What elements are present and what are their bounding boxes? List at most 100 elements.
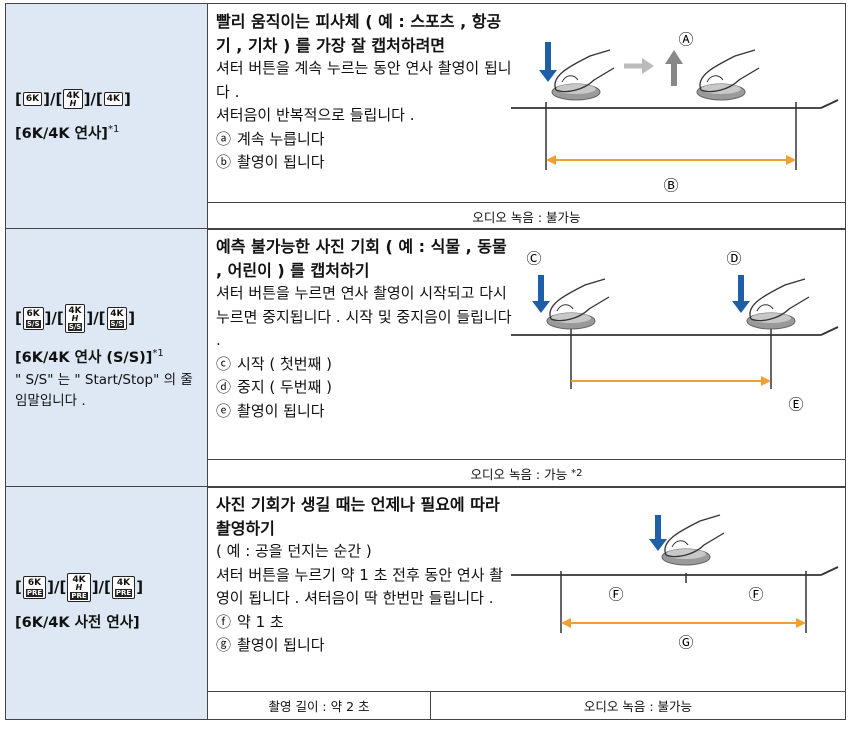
bracket: ]/[ (47, 578, 67, 596)
nail (561, 75, 579, 83)
legend-item: ⓖ 촬영이 됩니다 (216, 634, 512, 658)
mode-detail: " S/S" 는 " Start/Stop" 의 줄임말입니다 . (15, 372, 193, 410)
diagram: Ⓒ Ⓓ Ⓔ (511, 250, 839, 414)
icon-text: 4K (72, 574, 86, 585)
legend-text: 시작 ( 첫번째 ) (237, 354, 333, 373)
timeline-end (820, 326, 839, 336)
mode-icon: 4K S/S (106, 306, 128, 330)
footer-text: 오디오 녹음 : 불가능 (583, 699, 693, 714)
release-head (665, 50, 683, 64)
icon-text: 4K (106, 93, 121, 104)
legend-mark: ⓓ (216, 378, 232, 396)
mode-cell: [6K]/[4K H]/[4K] [6K/4K 연사]*1 (5, 3, 208, 230)
description: 예측 불가능한 사진 기회 ( 예 : 식물 , 동물 , 어린이 ) 를 캡처… (216, 235, 512, 423)
mode-icon: 4K PRE (111, 575, 136, 599)
mode-name: [6K/4K 연사] (15, 125, 108, 142)
footer-text: 오디오 녹음 : 가능 (470, 467, 568, 482)
legend-mark: ⓒ (216, 354, 232, 373)
button-top (666, 549, 706, 559)
footer-cell: 오디오 녹음 : 불가능 (207, 202, 846, 230)
icon-sub: PRE (70, 591, 88, 600)
diagram-label: Ⓕ (748, 586, 763, 604)
nail (706, 75, 724, 83)
span-head (561, 618, 571, 628)
legend-text: 약 1 초 (237, 612, 284, 631)
legend-mark: ⓔ (216, 401, 232, 420)
diagram: ⒶⒷ (511, 31, 839, 195)
legend-item: ⓒ 시작 ( 첫번째 ) (216, 353, 512, 377)
finger (749, 278, 810, 322)
button-top (556, 84, 596, 94)
mode-name: [6K/4K 연사 (S/S)] (15, 349, 153, 366)
icon-text: 4K (68, 305, 82, 316)
description-cell: 사진 기회가 생길 때는 언제나 필요에 따라 촬영하기 ( 예 : 공을 던지는… (207, 486, 846, 692)
footer-cell: 오디오 녹음 : 가능 *2 (207, 459, 846, 488)
legend-text: 촬영이 됩니다 (237, 401, 325, 420)
bracket: ] (136, 578, 144, 596)
legend-item: ⓔ 촬영이 됩니다 (216, 400, 512, 424)
icon-sub: S/S (67, 322, 83, 331)
legend-text: 중지 ( 두번째 ) (237, 378, 333, 396)
legend-text: 촬영이 됩니다 (237, 153, 325, 171)
legend-item: ⓓ 중지 ( 두번째 ) (216, 376, 512, 400)
mode-name: [6K/4K 사전 연사] (15, 614, 140, 631)
icon-text: 6K (26, 308, 40, 319)
icon-sub: PRE (114, 588, 133, 597)
mode-cell: [6K PRE]/[4K H PRE]/[4K PRE] [6K/4K 사전 연사] (5, 486, 208, 720)
footer-cell: 오디오 녹음 : 불가능 (430, 691, 846, 720)
legend-mark: ⓐ (216, 129, 232, 148)
icon-text: 6K (25, 93, 40, 104)
mode-name-line: [6K/4K 사전 연사] (15, 612, 207, 634)
mode-icons: [6K]/[4K H]/[4K] (15, 88, 207, 109)
heading: 예측 불가능한 사진 기회 ( 예 : 식물 , 동물 , 어린이 ) 를 캡처… (216, 237, 507, 280)
icon-sub: S/S (109, 319, 125, 328)
bracket: ]/[ (83, 89, 103, 108)
diagram-label: Ⓐ (678, 31, 693, 49)
legend-mark: ⓖ (216, 636, 232, 654)
mode-icons: [6K PRE]/[4K H PRE]/[4K PRE] (15, 572, 207, 602)
footer-cell: 촬영 길이 : 약 2 초 (207, 691, 431, 720)
mode-icon: 4K (103, 91, 124, 106)
footer-text: 촬영 길이 : 약 2 초 (268, 699, 370, 714)
icon-text: 4K (66, 90, 80, 101)
finger (699, 49, 760, 93)
span-head (786, 155, 796, 165)
finger (554, 49, 615, 93)
button-top (551, 313, 591, 323)
footnote-mark: *1 (152, 347, 164, 359)
legend-text: 계속 누릅니다 (237, 129, 325, 148)
diagram-label: Ⓑ (663, 177, 678, 195)
diagram: Ⓕ Ⓕ Ⓖ (511, 514, 839, 652)
legend-mark: ⓕ (216, 612, 232, 631)
span-head (546, 155, 556, 165)
mode-name-line: [6K/4K 연사]*1 (15, 119, 207, 145)
icon-text: 6K (27, 577, 42, 588)
heading: 사진 기회가 생길 때는 언제나 필요에 따라 촬영하기 (216, 495, 500, 538)
timeline-end (820, 566, 839, 576)
bracket: ] (128, 309, 136, 328)
diagram-label: Ⓕ (608, 586, 623, 604)
finger (549, 278, 610, 322)
icon-sup: H (75, 582, 83, 592)
diagram-label: Ⓒ (526, 250, 541, 268)
arrow-head (732, 301, 750, 313)
mode-icon: 4K H PRE (67, 572, 91, 602)
nail (671, 540, 689, 548)
footnote-mark: *2 (571, 468, 583, 479)
bracket: [ (15, 89, 22, 108)
mode-cell: [6K S/S]/[4K H S/S]/[4K S/S] [6K/4K 연사 (S/S)]… (5, 228, 208, 488)
legend-item: ⓕ 약 1 초 (216, 611, 512, 635)
arrow-head (532, 301, 550, 313)
nail (556, 304, 574, 312)
mode-icon: 6K S/S (22, 306, 44, 330)
bracket: ]/[ (86, 309, 106, 328)
bracket: [ (15, 309, 22, 328)
legend-item: ⓐ 계속 누릅니다 (216, 128, 512, 152)
legend-item: ⓑ 촬영이 됩니다 (216, 151, 512, 175)
paragraph: 셔터 버튼을 누르면 연사 촬영이 시작되고 다시 누르면 중지됩니다 . 시작… (216, 284, 512, 349)
icon-sup: H (71, 313, 79, 323)
move-head (642, 58, 654, 74)
button-top (701, 84, 741, 94)
legend-text: 촬영이 됩니다 (237, 636, 325, 654)
